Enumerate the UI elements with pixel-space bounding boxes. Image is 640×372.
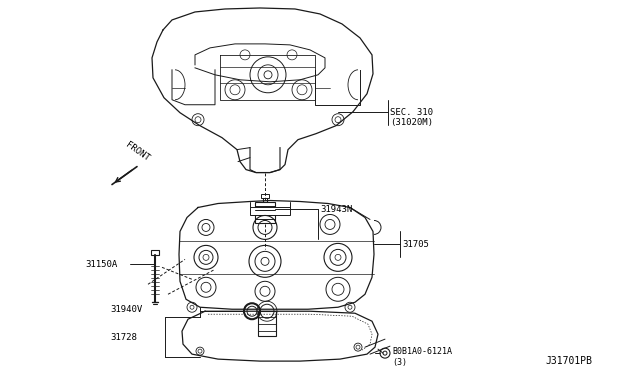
Text: 31940V: 31940V (110, 305, 142, 314)
Text: 31705: 31705 (402, 240, 429, 249)
Text: B0B1A0-6121A
(3): B0B1A0-6121A (3) (392, 347, 452, 366)
Text: FRONT: FRONT (124, 140, 151, 163)
Bar (151, 250, 159, 255)
Text: 31728: 31728 (110, 333, 137, 341)
Text: 31943N: 31943N (320, 205, 352, 214)
Bar (255, 202, 275, 224)
Bar (250, 208, 290, 215)
Bar (258, 311, 276, 336)
Text: J31701PB: J31701PB (545, 356, 592, 366)
Bar (261, 193, 269, 198)
Text: 31150A: 31150A (85, 260, 117, 269)
Text: SEC. 310
(31020M): SEC. 310 (31020M) (390, 108, 433, 127)
